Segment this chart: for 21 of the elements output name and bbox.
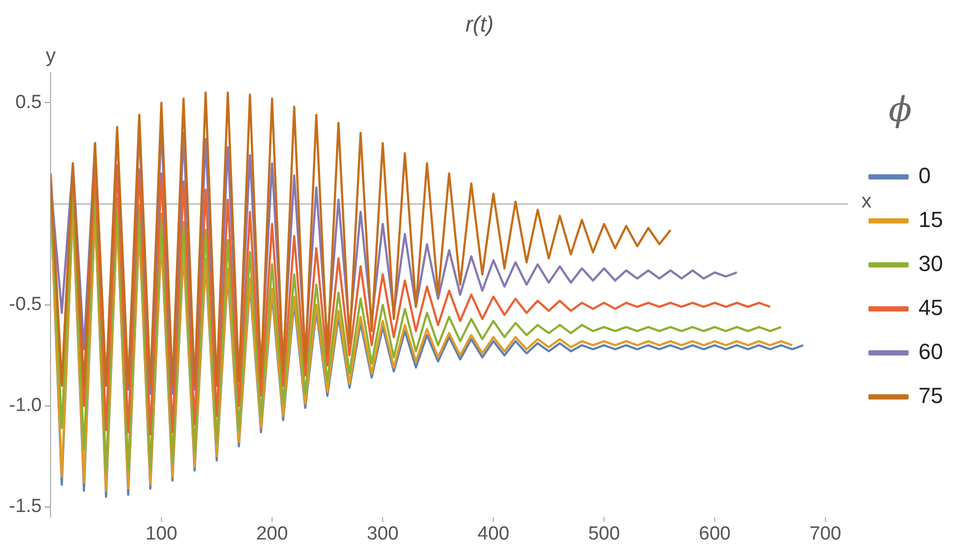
- x-tick-label: 300: [366, 524, 399, 545]
- legend-title: ϕ: [888, 90, 912, 130]
- legend-label: 60: [918, 338, 944, 364]
- y-tick-label: -1.5: [8, 496, 42, 518]
- x-tick-label: 100: [146, 524, 178, 545]
- x-tick-label: 600: [698, 524, 731, 545]
- legend-label: 15: [918, 206, 944, 232]
- x-tick-label: 700: [810, 524, 842, 545]
- x-tick-label: 200: [256, 524, 288, 545]
- y-tick-label: -1.0: [8, 395, 42, 416]
- y-tick-label: 0.5: [15, 92, 42, 113]
- x-tick-label: 500: [588, 524, 620, 545]
- x-axis-title: x: [862, 190, 872, 212]
- legend-label: 0: [918, 162, 931, 188]
- chart-title: r(t): [465, 11, 494, 36]
- legend-label: 30: [918, 250, 944, 276]
- x-tick-label: 400: [478, 524, 510, 545]
- y-axis-title: y: [46, 44, 56, 67]
- legend-label: 45: [918, 294, 944, 320]
- legend-label: 75: [918, 382, 944, 408]
- y-tick-label: -0.5: [8, 294, 42, 316]
